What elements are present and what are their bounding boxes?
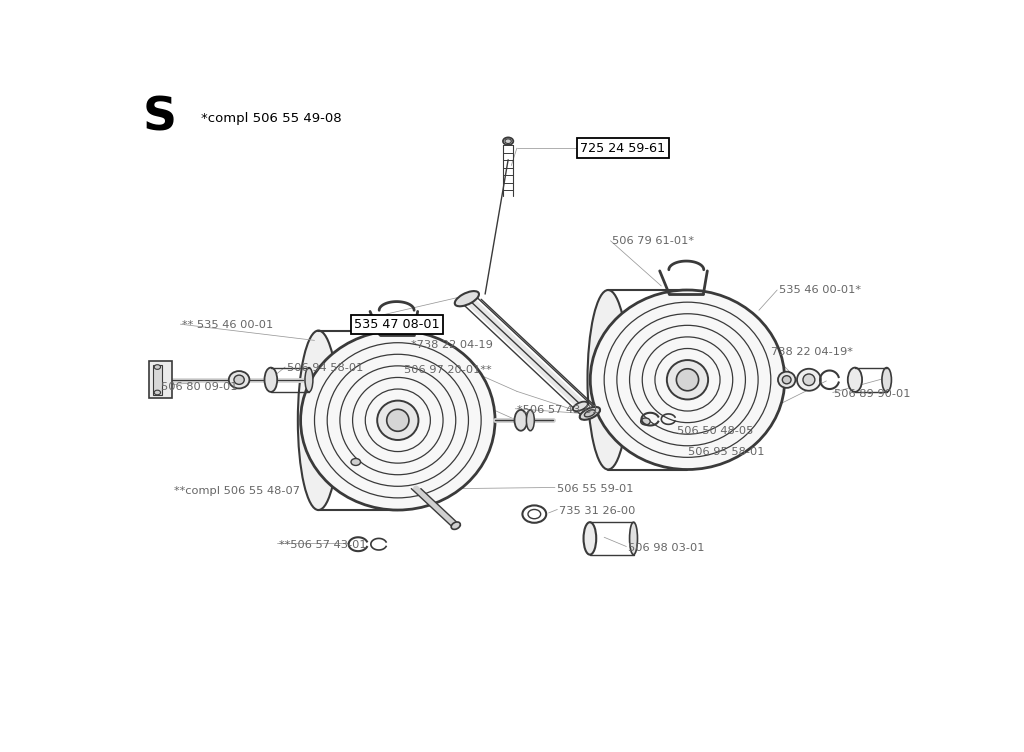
Text: ** 535 46 00-01: ** 535 46 00-01 xyxy=(182,320,273,330)
Text: 725 24 59-61: 725 24 59-61 xyxy=(581,141,666,155)
Ellipse shape xyxy=(526,410,535,431)
Bar xyxy=(150,361,172,399)
Ellipse shape xyxy=(580,407,600,420)
Text: 506 80 09-01: 506 80 09-01 xyxy=(162,382,238,392)
Text: 506 89 90-01: 506 89 90-01 xyxy=(835,389,910,399)
Ellipse shape xyxy=(228,371,250,389)
Text: *compl 506 55 49-08: *compl 506 55 49-08 xyxy=(201,111,342,125)
Text: 738 22 04-19*: 738 22 04-19* xyxy=(771,347,853,357)
Text: 506 95 58-01: 506 95 58-01 xyxy=(688,447,765,456)
Ellipse shape xyxy=(264,368,278,392)
Text: 506 55 59-01: 506 55 59-01 xyxy=(557,484,633,493)
Ellipse shape xyxy=(590,290,784,469)
Ellipse shape xyxy=(452,522,461,529)
Text: 506 79 61-01*: 506 79 61-01* xyxy=(612,236,694,246)
Ellipse shape xyxy=(503,138,513,145)
Circle shape xyxy=(155,390,161,395)
Ellipse shape xyxy=(588,290,629,469)
Ellipse shape xyxy=(514,410,527,431)
Text: 535 47 08-01: 535 47 08-01 xyxy=(354,318,439,331)
Polygon shape xyxy=(467,299,594,416)
Ellipse shape xyxy=(667,360,709,399)
Ellipse shape xyxy=(797,368,821,391)
Text: 535 46 00-01*: 535 46 00-01* xyxy=(778,285,861,295)
Ellipse shape xyxy=(882,368,892,392)
Text: 735 31 26-00: 735 31 26-00 xyxy=(559,505,635,516)
Ellipse shape xyxy=(298,331,339,510)
Text: 506 94 58-01: 506 94 58-01 xyxy=(287,363,364,373)
Ellipse shape xyxy=(778,371,796,388)
Text: **compl 506 55 48-07: **compl 506 55 48-07 xyxy=(174,486,300,496)
Ellipse shape xyxy=(505,139,511,144)
Circle shape xyxy=(155,365,161,369)
Text: 506 50 48-05: 506 50 48-05 xyxy=(677,426,754,435)
Circle shape xyxy=(641,418,650,425)
Ellipse shape xyxy=(630,522,638,555)
Text: 506 98 03-01: 506 98 03-01 xyxy=(628,543,705,553)
Ellipse shape xyxy=(377,401,419,440)
Ellipse shape xyxy=(677,368,698,391)
Ellipse shape xyxy=(585,410,595,417)
Ellipse shape xyxy=(233,375,245,384)
Ellipse shape xyxy=(305,368,313,392)
Ellipse shape xyxy=(387,409,409,432)
Ellipse shape xyxy=(572,402,588,411)
Ellipse shape xyxy=(301,331,495,510)
Text: *506 57 43-01: *506 57 43-01 xyxy=(517,405,599,415)
Circle shape xyxy=(351,459,360,465)
Ellipse shape xyxy=(803,374,815,386)
Text: *738 22 04-19: *738 22 04-19 xyxy=(412,340,494,350)
Bar xyxy=(153,365,162,395)
Ellipse shape xyxy=(455,291,479,306)
Ellipse shape xyxy=(584,522,596,555)
Text: S: S xyxy=(142,96,177,141)
Ellipse shape xyxy=(782,376,792,384)
Ellipse shape xyxy=(848,368,862,392)
Text: 506 97 20-01**: 506 97 20-01** xyxy=(404,365,492,375)
Text: **506 57 43-01: **506 57 43-01 xyxy=(279,540,367,550)
